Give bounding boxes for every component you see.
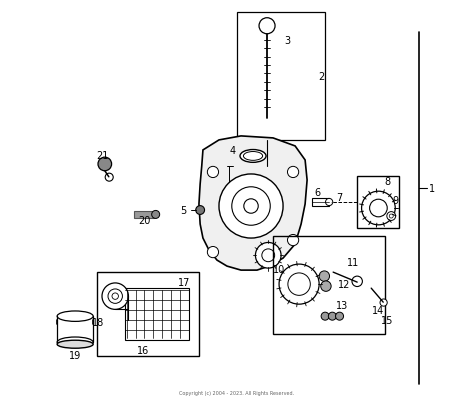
Text: Copyright (c) 2004 - 2023. All Rights Reserved.: Copyright (c) 2004 - 2023. All Rights Re… <box>180 390 294 395</box>
Circle shape <box>219 174 283 239</box>
Circle shape <box>389 215 393 219</box>
Circle shape <box>370 200 387 217</box>
Circle shape <box>328 312 337 320</box>
Text: 8: 8 <box>384 176 390 186</box>
Text: 7: 7 <box>336 192 342 202</box>
Circle shape <box>207 247 219 258</box>
Text: 5: 5 <box>181 205 187 215</box>
Text: 3: 3 <box>284 36 290 46</box>
Ellipse shape <box>244 152 263 161</box>
Text: 11: 11 <box>347 257 359 267</box>
Bar <box>357 176 399 229</box>
Text: 16: 16 <box>137 345 149 355</box>
Bar <box>273 237 385 334</box>
Text: 13: 13 <box>336 300 348 310</box>
Circle shape <box>259 19 275 34</box>
Circle shape <box>196 206 205 215</box>
Polygon shape <box>199 137 307 270</box>
Circle shape <box>387 212 396 221</box>
Circle shape <box>102 283 128 310</box>
Text: 2: 2 <box>318 72 324 82</box>
Circle shape <box>255 243 281 268</box>
Circle shape <box>207 167 219 178</box>
Circle shape <box>98 158 111 171</box>
Circle shape <box>152 211 160 219</box>
Circle shape <box>321 312 329 320</box>
Circle shape <box>326 199 333 206</box>
Circle shape <box>244 199 258 214</box>
Circle shape <box>112 293 118 300</box>
Text: 12: 12 <box>338 279 351 290</box>
Circle shape <box>336 312 344 320</box>
Text: 4: 4 <box>230 146 236 156</box>
Text: 17: 17 <box>178 277 190 288</box>
Text: 9: 9 <box>392 196 399 205</box>
Circle shape <box>108 289 122 304</box>
Text: 10: 10 <box>273 264 285 274</box>
Bar <box>125 288 189 340</box>
Circle shape <box>279 264 319 304</box>
Text: 15: 15 <box>381 316 393 325</box>
Text: 6: 6 <box>314 188 320 198</box>
Text: 14: 14 <box>372 306 384 315</box>
Text: 18: 18 <box>91 318 104 327</box>
Circle shape <box>287 235 299 246</box>
Ellipse shape <box>57 311 93 322</box>
Bar <box>134 212 154 218</box>
Circle shape <box>352 276 363 287</box>
Circle shape <box>288 273 310 296</box>
Text: 20: 20 <box>139 215 151 225</box>
Circle shape <box>105 174 113 182</box>
Circle shape <box>362 192 395 225</box>
Ellipse shape <box>240 150 266 163</box>
Circle shape <box>321 281 331 292</box>
Ellipse shape <box>57 340 93 348</box>
Circle shape <box>319 271 329 282</box>
Bar <box>312 199 329 206</box>
Circle shape <box>380 299 387 306</box>
Text: 19: 19 <box>69 350 81 360</box>
Circle shape <box>262 249 274 262</box>
Circle shape <box>287 167 299 178</box>
Text: 1: 1 <box>428 184 435 194</box>
Text: 21: 21 <box>96 151 108 161</box>
Bar <box>97 272 199 356</box>
Bar <box>237 13 325 141</box>
Ellipse shape <box>57 337 93 348</box>
Circle shape <box>232 187 270 226</box>
